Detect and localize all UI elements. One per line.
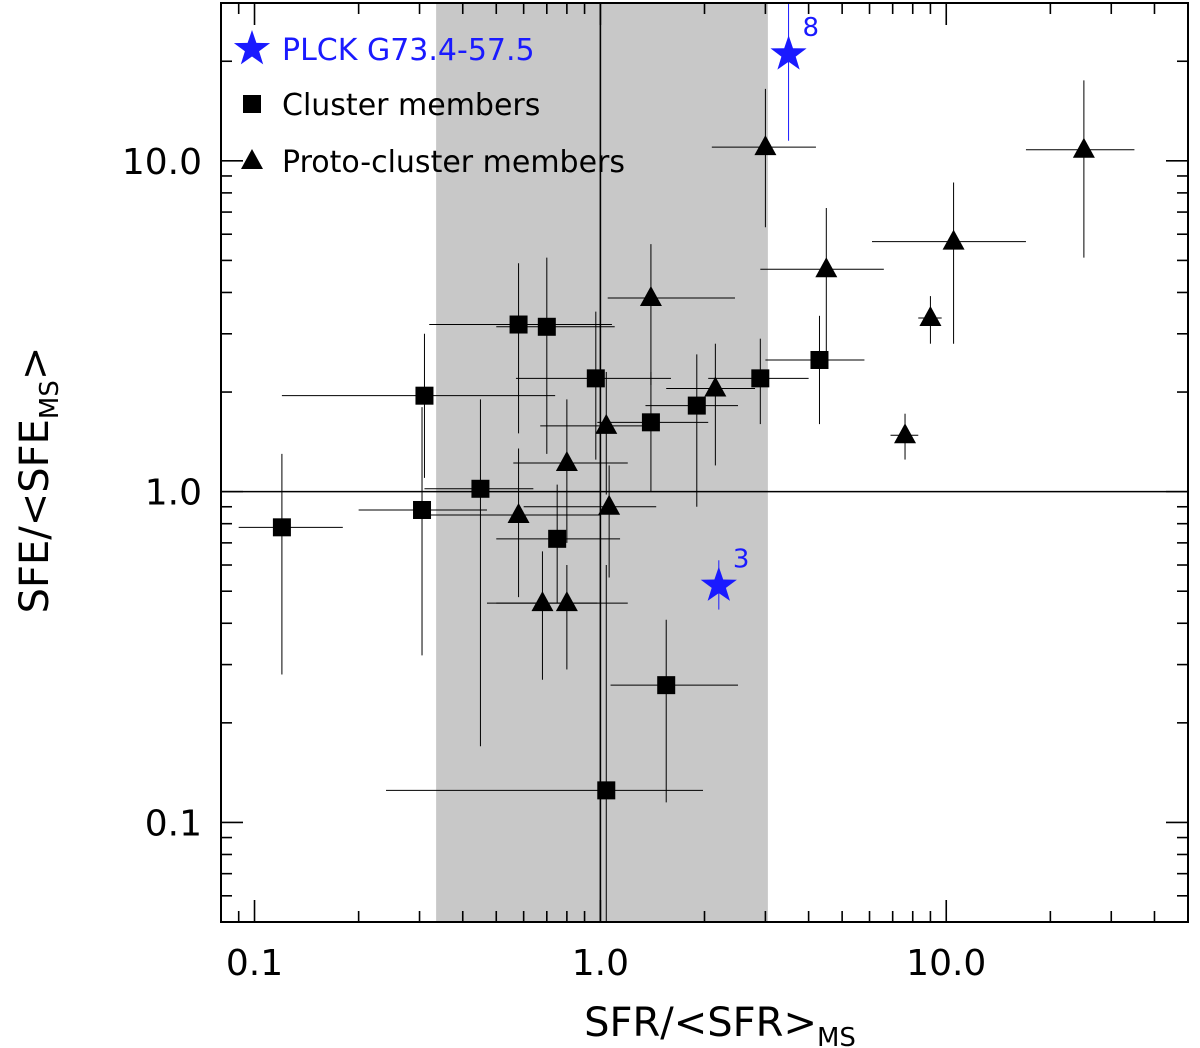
legend-marker-square <box>243 95 261 113</box>
triangle-point-3 <box>555 591 578 612</box>
y-axis-label-main: SFE/<SFE <box>12 419 58 613</box>
reference-lines-layer <box>221 3 1188 922</box>
x-axis-label-sub: MS <box>817 1023 856 1048</box>
triangle-point-10 <box>894 423 917 444</box>
square-point-0 <box>272 518 291 537</box>
star-point-label-0: 3 <box>733 545 750 575</box>
square-point-12 <box>751 369 770 388</box>
square-point-2 <box>415 386 434 405</box>
y-tick-label-0: 0.1 <box>145 803 202 844</box>
star-point-1 <box>770 35 807 70</box>
triangle-point-9 <box>815 257 838 278</box>
ticks-layer <box>220 2 1189 923</box>
y-axis-label: SFE/<SFEMS> <box>12 347 65 614</box>
legend-label-square: Cluster members <box>282 88 540 123</box>
square-point-5 <box>537 317 556 336</box>
square-point-4 <box>509 315 528 334</box>
tick-labels-layer: 0.1 1.0 10.0 0.1 1.0 10.0 <box>122 142 986 984</box>
triangle-point-8 <box>754 135 777 156</box>
shaded-band <box>436 3 768 922</box>
triangle-point-7 <box>704 376 727 397</box>
square-point-7 <box>586 369 605 388</box>
markers-layer: 38 <box>272 13 1095 800</box>
square-point-11 <box>687 396 706 415</box>
y-tick-label-2: 10.0 <box>122 142 202 183</box>
x-axis-label-main: SFR/<SFR> <box>584 1000 817 1046</box>
triangle-point-0 <box>507 502 530 523</box>
square-point-8 <box>597 781 616 800</box>
error-bars-layer <box>238 3 1135 922</box>
legend: PLCK G73.4-57.5 Cluster members Proto-clus… <box>233 30 625 180</box>
x-axis-label: SFR/<SFR>MS <box>584 1000 856 1048</box>
triangle-point-6 <box>639 285 662 306</box>
legend-marker-star <box>233 30 271 65</box>
square-point-1 <box>413 500 432 519</box>
square-point-6 <box>548 529 567 548</box>
triangle-point-2 <box>555 451 578 472</box>
x-tick-label-2: 10.0 <box>906 943 986 984</box>
star-point-label-1: 8 <box>803 13 820 43</box>
legend-marker-triangle <box>241 149 263 169</box>
x-tick-label-0: 0.1 <box>226 943 283 984</box>
x-tick-label-1: 1.0 <box>572 943 629 984</box>
triangle-point-1 <box>531 591 554 612</box>
y-axis-label-suffix: > <box>12 347 58 381</box>
triangle-point-11 <box>919 305 942 326</box>
legend-label-triangle: Proto-cluster members <box>282 145 625 180</box>
shaded-band-layer <box>436 3 768 922</box>
triangle-point-5 <box>598 494 621 515</box>
star-point-0 <box>700 566 737 601</box>
triangle-point-13 <box>1072 137 1095 158</box>
triangle-point-4 <box>595 413 618 434</box>
y-axis-label-sub: MS <box>35 380 65 419</box>
triangle-point-12 <box>942 229 965 250</box>
square-point-10 <box>657 676 676 695</box>
square-point-3 <box>471 479 490 498</box>
y-tick-label-1: 1.0 <box>145 473 202 514</box>
square-point-13 <box>810 350 829 369</box>
legend-label-star: PLCK G73.4-57.5 <box>282 33 535 68</box>
square-point-9 <box>641 413 660 432</box>
